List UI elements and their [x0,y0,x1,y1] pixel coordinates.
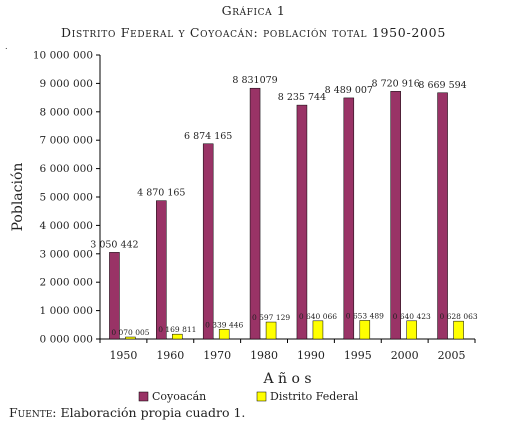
x-tick-label: 1995 [344,349,372,362]
x-axis-label: A ñ o s [262,371,311,387]
y-tick-label: 10 000 000 [33,50,93,62]
source-note: Fuente: Elaboración propia cuadro 1. [9,405,245,420]
data-label-coyoacan: 4 870 165 [137,188,185,199]
x-tick-label: 1970 [203,349,231,362]
source-label: Fuente: [9,405,57,420]
bar-distrito-federal [406,320,417,340]
y-tick-label: 7 000 000 [40,135,93,147]
data-label-distrito-federal: 0 070 005 [111,328,149,337]
x-tick-label: 1950 [109,349,137,362]
data-label-distrito-federal: 0 339 446 [205,320,243,329]
x-tick-label: 1960 [156,349,184,362]
bar-coyoacan [156,200,167,340]
legend-swatch-coyoacan [138,391,149,402]
y-tick-label: 4 000 000 [40,220,93,232]
bar-distrito-federal [218,329,230,340]
x-tick-label: 2005 [438,349,466,362]
source-text: Elaboración propia cuadro 1. [60,405,246,420]
bar-coyoacan [343,97,355,340]
data-label-coyoacan: 8 720 916 [372,78,420,89]
data-label-distrito-federal: 0 169 811 [158,325,196,334]
y-axis-label: Población [10,163,26,232]
bar-distrito-federal [265,321,277,340]
data-label-distrito-federal: 0 628 063 [439,312,477,321]
bar-coyoacan [202,143,214,340]
data-label-distrito-federal: 0 653 489 [346,311,384,320]
data-label-coyoacan: 8 831079 [232,75,277,86]
chart-title: Distrito Federal y Coyoacán: población t… [61,25,446,40]
y-tick-label: 5 000 000 [40,192,93,204]
y-tick-label: 0 000 000 [40,334,93,346]
y-tick-label: 2 000 000 [40,277,93,289]
bar-distrito-federal [359,320,371,340]
data-label-coyoacan: 6 874 165 [184,131,232,142]
x-tick-label: 1980 [250,349,278,362]
bar-distrito-federal [172,333,183,340]
bar-coyoacan [390,91,401,340]
x-tick-label: 2000 [391,349,419,362]
bar-distrito-federal [453,320,464,340]
data-label-coyoacan: 8 489 007 [325,85,373,96]
figure-label: Gráfica 1 [221,3,286,18]
data-label-coyoacan: 3 050 442 [90,239,138,250]
bar-coyoacan [296,104,308,340]
legend-label-coyoacan: Coyoacán [152,390,206,403]
x-tick-label: 1990 [297,349,325,362]
data-label-distrito-federal: 0 597 129 [252,313,290,322]
data-label-distrito-federal: 0 640 423 [393,312,431,321]
y-tick-label: 8 000 000 [40,106,93,118]
bar-coyoacan [437,92,448,340]
bar-coyoacan [249,87,261,340]
bar-distrito-federal [312,320,324,340]
data-label-coyoacan: 8 669 594 [418,80,466,91]
data-label-distrito-federal: 0 640 066 [299,312,337,321]
margin-dot: . [5,42,8,51]
legend-swatch-distrito-federal [256,391,267,402]
legend-label-distrito-federal: Distrito Federal [270,390,359,403]
bar-coyoacan [109,252,120,340]
y-tick-label: 6 000 000 [40,163,93,175]
y-tick-label: 9 000 000 [40,78,93,90]
y-tick-label: 3 000 000 [40,248,93,260]
y-tick-label: 1 000 000 [40,305,93,317]
bar-distrito-federal [125,336,136,340]
data-label-coyoacan: 8 235 744 [278,92,326,103]
